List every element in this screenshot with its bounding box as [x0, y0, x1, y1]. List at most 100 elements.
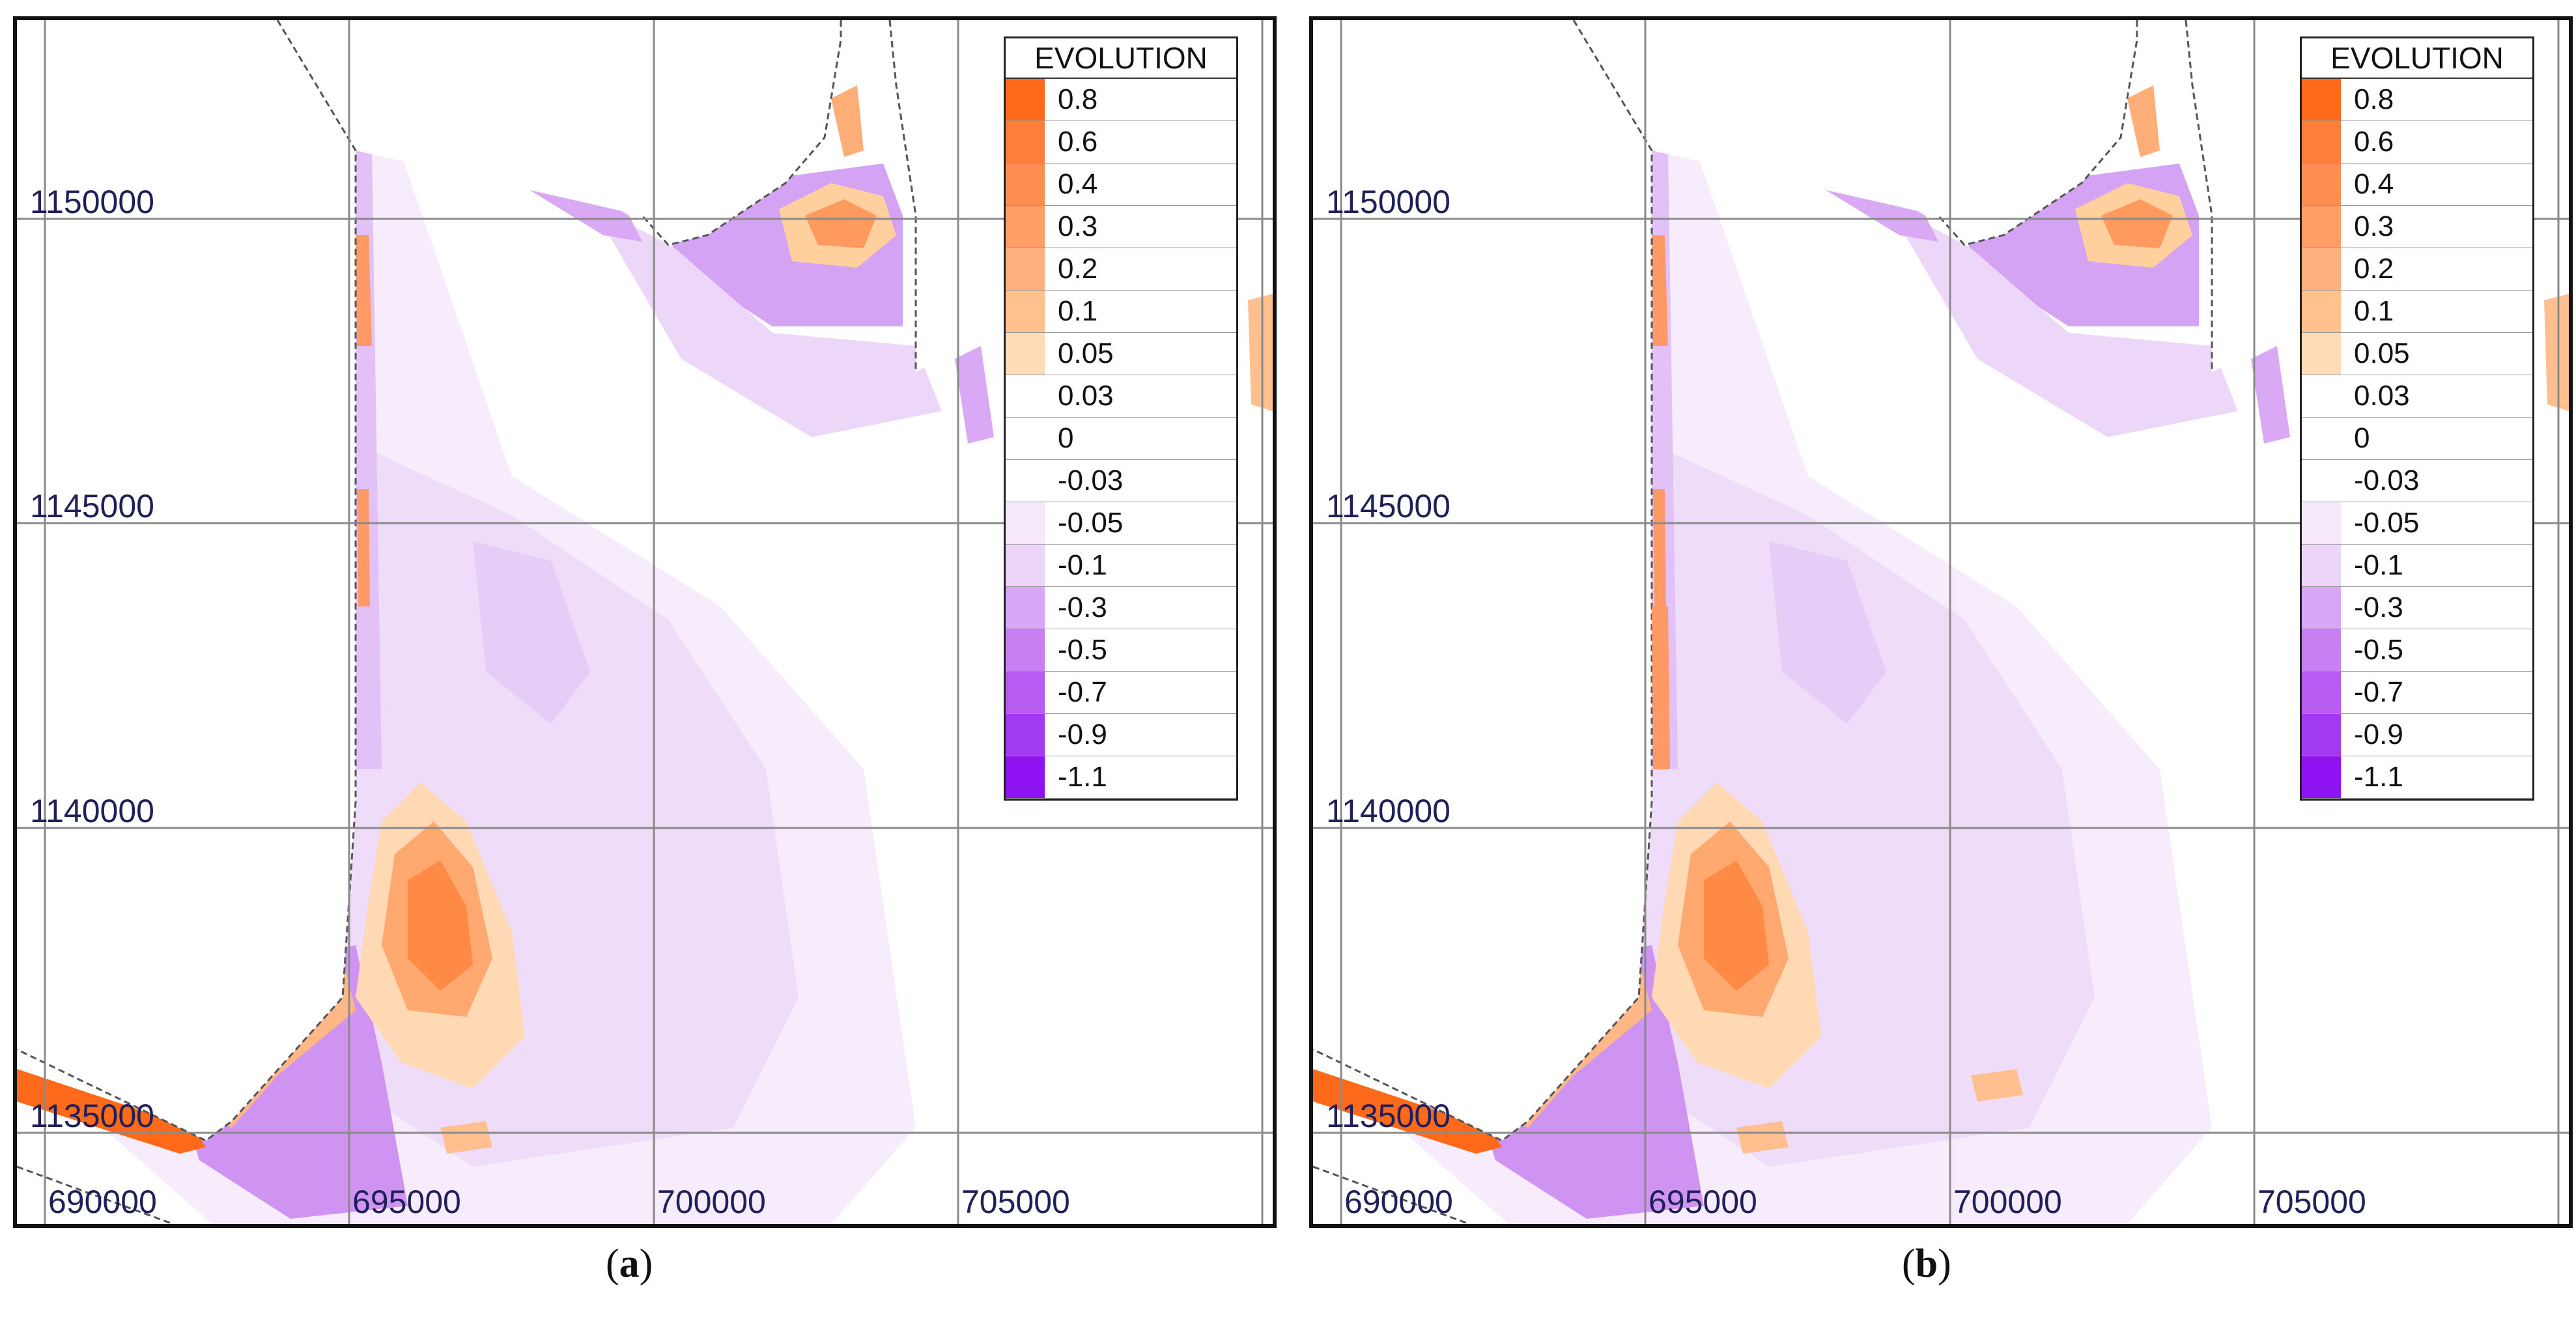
- legend-entry: 0.05: [1006, 333, 1236, 375]
- legend-swatch: [1006, 291, 1045, 332]
- legend-entry: -0.7: [2302, 672, 2532, 714]
- legend-swatch: [2302, 629, 2341, 671]
- legend-entry: -0.9: [2302, 714, 2532, 756]
- y-label-1145000: 1145000: [1326, 488, 1451, 524]
- legend-label: 0.03: [2354, 380, 2410, 412]
- legend-b: EVOLUTION 0.8 0.6 0.4 0.3 0.2 0.1 0.05 0.03 0 -0.…: [2300, 36, 2534, 801]
- evolution-map-b: [1313, 20, 2569, 1224]
- legend-swatch: [1006, 672, 1045, 713]
- legend-entry: 0.1: [2302, 291, 2532, 333]
- legend-swatch: [2302, 714, 2341, 756]
- legend-label: 0.2: [2354, 253, 2394, 285]
- legend-label: -0.1: [2354, 549, 2403, 581]
- y-label-1135000: 1135000: [30, 1098, 154, 1134]
- legend-label: 0.4: [1058, 168, 1098, 200]
- panel-label-b: (b): [1902, 1242, 1951, 1286]
- legend-label: 0.1: [2354, 295, 2394, 327]
- legend-entry: -0.3: [2302, 587, 2532, 629]
- legend-label: -0.05: [1058, 507, 1124, 539]
- legend-swatch: [1006, 587, 1045, 629]
- legend-label: 0: [1058, 422, 1074, 454]
- legend-label: 0.05: [1058, 337, 1114, 369]
- legend-entry: 0: [2302, 418, 2532, 460]
- legend-entry: -0.03: [1006, 460, 1236, 502]
- legend-entry: 0.03: [1006, 375, 1236, 418]
- legend-label: -1.1: [1058, 761, 1107, 793]
- legend-label: -0.1: [1058, 549, 1107, 581]
- legend-swatch: [2302, 375, 2341, 417]
- legend-label: 0.03: [1058, 380, 1114, 412]
- y-label-1145000: 1145000: [30, 488, 154, 524]
- legend-swatch: [2302, 587, 2341, 629]
- x-label-690000: 690000: [1344, 1184, 1453, 1220]
- legend-entry: -0.1: [2302, 545, 2532, 587]
- legend-label: -0.7: [1058, 676, 1107, 708]
- legend-swatch: [2302, 291, 2341, 332]
- legend-swatch: [1006, 545, 1045, 586]
- legend-swatch: [1006, 333, 1045, 375]
- legend-swatch: [1006, 206, 1045, 248]
- y-label-1140000: 1140000: [1326, 793, 1451, 829]
- legend-label: 0.6: [1058, 126, 1098, 158]
- legend-entry: -0.03: [2302, 460, 2532, 502]
- y-label-1150000: 1150000: [30, 184, 154, 220]
- map-panel-b: 1150000 1145000 1140000 1135000 690000 6…: [1309, 16, 2573, 1228]
- x-label-705000: 705000: [2258, 1184, 2366, 1220]
- x-label-690000: 690000: [48, 1184, 157, 1220]
- legend-label: -0.9: [1058, 719, 1107, 750]
- legend-label: 0.4: [2354, 168, 2394, 200]
- legend-entry: 0.1: [1006, 291, 1236, 333]
- legend-swatch: [2302, 672, 2341, 713]
- legend-entry: -1.1: [1006, 756, 1236, 799]
- legend-label: 0.2: [1058, 253, 1098, 285]
- legend-entry: 0.6: [2302, 121, 2532, 164]
- legend-swatch: [1006, 164, 1045, 205]
- legend-entry: 0.3: [2302, 206, 2532, 248]
- legend-label: -0.7: [2354, 676, 2403, 708]
- legend-entry: -0.05: [2302, 502, 2532, 545]
- legend-entry: -0.5: [2302, 629, 2532, 672]
- x-label-700000: 700000: [657, 1184, 766, 1220]
- legend-label: 0.8: [2354, 83, 2394, 115]
- legend-label: -0.3: [1058, 591, 1107, 623]
- legend-swatch: [2302, 79, 2341, 121]
- legend-entry: -0.05: [1006, 502, 1236, 545]
- legend-label: -0.3: [2354, 591, 2403, 623]
- legend-entry: 0.2: [2302, 248, 2532, 291]
- legend-entry: 0.4: [2302, 164, 2532, 206]
- map-panel-a: 1150000 1145000 1140000 1135000 690000 6…: [13, 16, 1277, 1228]
- legend-swatch: [1006, 418, 1045, 459]
- legend-entry: 0.2: [1006, 248, 1236, 291]
- y-label-1140000: 1140000: [30, 793, 154, 829]
- legend-entry: -0.5: [1006, 629, 1236, 672]
- legend-swatch: [2302, 545, 2341, 586]
- legend-label: 0.05: [2354, 337, 2410, 369]
- x-label-700000: 700000: [1953, 1184, 2062, 1220]
- legend-a: EVOLUTION 0.8 0.6 0.4 0.3 0.2 0.1 0.05 0.03 0 -0.…: [1004, 36, 1238, 801]
- legend-swatch: [2302, 756, 2341, 798]
- legend-label: 0.3: [1058, 210, 1098, 242]
- legend-swatch: [1006, 756, 1045, 798]
- x-label-695000: 695000: [1649, 1184, 1757, 1220]
- legend-label: -0.9: [2354, 719, 2403, 750]
- legend-swatch: [2302, 333, 2341, 375]
- legend-swatch: [1006, 79, 1045, 121]
- legend-title: EVOLUTION: [2302, 38, 2532, 79]
- legend-swatch: [2302, 164, 2341, 205]
- legend-entry: 0.4: [1006, 164, 1236, 206]
- legend-label: -0.03: [2354, 464, 2420, 496]
- legend-label: 0.1: [1058, 295, 1098, 327]
- legend-swatch: [1006, 714, 1045, 756]
- x-label-695000: 695000: [352, 1184, 461, 1220]
- legend-label: -0.5: [1058, 634, 1107, 666]
- legend-entry: 0.6: [1006, 121, 1236, 164]
- legend-label: 0: [2354, 422, 2370, 454]
- legend-entry: 0.03: [2302, 375, 2532, 418]
- legend-entry: -0.3: [1006, 587, 1236, 629]
- legend-swatch: [1006, 460, 1045, 502]
- legend-entry: -0.9: [1006, 714, 1236, 756]
- legend-swatch: [2302, 502, 2341, 544]
- y-label-1135000: 1135000: [1326, 1098, 1451, 1134]
- legend-swatch: [1006, 375, 1045, 417]
- y-label-1150000: 1150000: [1326, 184, 1451, 220]
